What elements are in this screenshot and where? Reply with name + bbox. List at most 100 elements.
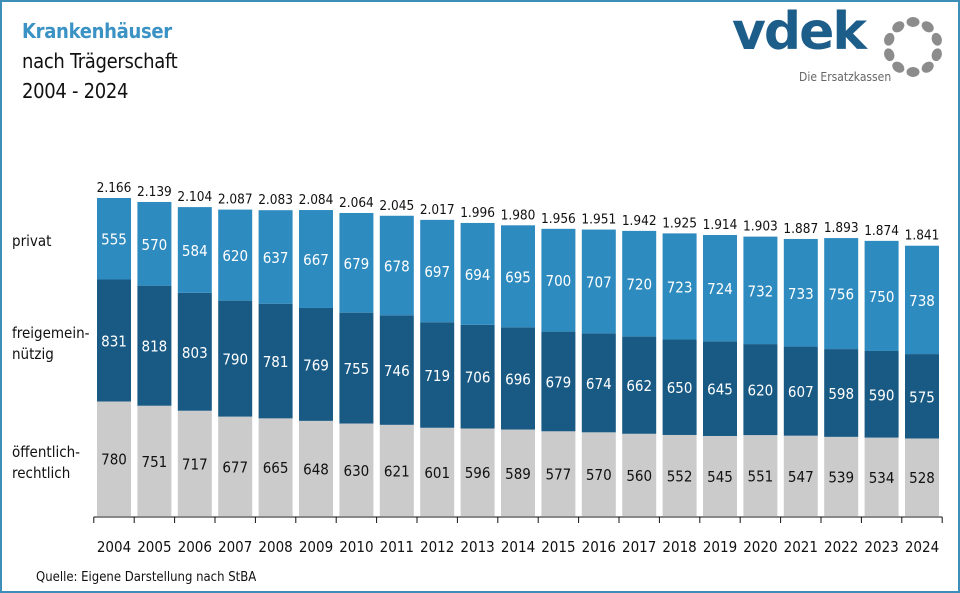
bar-segment-ffentlichrechtlich xyxy=(581,432,616,516)
bar-value-label: 552 xyxy=(667,467,693,485)
bar-total-label: 2.084 xyxy=(299,192,334,208)
bar-segment-ffentlichrechtlich xyxy=(864,437,899,516)
bar-value-label: 545 xyxy=(707,468,733,486)
bar-value-label: 724 xyxy=(707,280,733,298)
bar-segment-ffentlichrechtlich xyxy=(420,427,455,516)
bar-segment-ffentlichrechtlich xyxy=(299,420,333,516)
legend-label-oeffentlich-rechtlich: öffentlich- rechtlich xyxy=(12,443,81,482)
bar-value-label: 694 xyxy=(465,266,491,284)
bar-value-label: 738 xyxy=(909,292,935,310)
bar-value-label: 637 xyxy=(263,249,289,267)
vdek-logo: vdek Die Ersatzkassen xyxy=(732,2,952,90)
logo-ring-segment xyxy=(921,61,934,73)
bar-segment-privat xyxy=(299,210,333,308)
logo-ring-segment xyxy=(921,21,934,33)
bar-value-label: 650 xyxy=(667,379,693,397)
bar-total-label: 2.166 xyxy=(97,180,132,196)
logo-ring-segment xyxy=(892,21,905,33)
bar-value-label: 717 xyxy=(182,455,208,473)
x-tick-label: 2006 xyxy=(178,538,212,556)
bar-segment-freigemeinntzig xyxy=(501,327,535,430)
x-tick-label: 2008 xyxy=(258,538,292,556)
x-tick-label: 2010 xyxy=(339,538,373,556)
logo-ring-segment xyxy=(884,32,895,46)
bar-value-label: 831 xyxy=(101,332,127,350)
x-tick-label: 2015 xyxy=(541,538,575,556)
bar-total-label: 1.841 xyxy=(905,228,940,244)
bar-value-label: 696 xyxy=(505,370,531,388)
bar-segment-privat xyxy=(541,228,576,332)
bar-value-label: 620 xyxy=(748,382,774,400)
bar-segment-ffentlichrechtlich xyxy=(703,435,737,516)
bar-value-label: 648 xyxy=(303,460,329,478)
bar-value-label: 677 xyxy=(222,458,248,476)
bar-segment-privat xyxy=(662,233,697,340)
bar-value-label: 706 xyxy=(465,369,491,387)
x-tick-label: 2012 xyxy=(420,538,454,556)
bar-value-label: 584 xyxy=(182,242,208,260)
bar-value-label: 547 xyxy=(788,468,814,486)
x-tick-label: 2009 xyxy=(299,538,333,556)
bar-total-label: 2.104 xyxy=(177,189,212,205)
bar-segment-ffentlichrechtlich xyxy=(662,434,697,516)
bar-value-label: 719 xyxy=(424,367,450,385)
bar-segment-freigemeinntzig xyxy=(420,322,455,428)
bar-segment-ffentlichrechtlich xyxy=(541,431,576,516)
logo-ring-segment xyxy=(931,48,942,62)
bar-segment-privat xyxy=(420,219,455,323)
x-tick-label: 2023 xyxy=(864,538,898,556)
x-tick-label: 2007 xyxy=(218,538,252,556)
bar-value-label: 695 xyxy=(505,268,531,286)
bar-segment-privat xyxy=(258,210,293,304)
bar-value-label: 732 xyxy=(748,282,774,300)
bar-total-label: 1.925 xyxy=(662,215,697,231)
bar-segment-privat xyxy=(460,222,495,325)
bar-segment-freigemeinntzig xyxy=(177,292,212,411)
bar-segment-ffentlichrechtlich xyxy=(460,428,495,516)
bar-segment-freigemeinntzig xyxy=(622,336,657,434)
logo-ring-segment xyxy=(884,48,895,62)
legend-label-privat: privat xyxy=(12,232,52,250)
bar-segment-ffentlichrechtlich xyxy=(218,416,253,516)
bar-value-label: 707 xyxy=(586,273,612,291)
logo-ring-segment xyxy=(906,17,920,27)
bar-segment-ffentlichrechtlich xyxy=(379,424,414,516)
bar-segment-freigemeinntzig xyxy=(905,354,939,439)
bar-value-label: 733 xyxy=(788,285,814,303)
bar-total-label: 1.980 xyxy=(501,207,536,223)
bar-segment-privat xyxy=(137,201,172,286)
bar-value-label: 751 xyxy=(142,453,168,471)
bar-value-label: 769 xyxy=(303,356,329,374)
bar-segment-ffentlichrechtlich xyxy=(622,433,657,516)
source-note: Quelle: Eigene Darstellung nach StBA xyxy=(36,570,257,585)
bar-value-label: 679 xyxy=(546,373,572,391)
bar-value-label: 570 xyxy=(142,236,168,254)
bar-segment-privat xyxy=(97,198,131,280)
bar-total-label: 2.083 xyxy=(258,192,293,208)
bar-value-label: 723 xyxy=(667,278,693,296)
x-tick-label: 2021 xyxy=(784,538,818,556)
bar-value-label: 750 xyxy=(869,288,895,306)
bar-segment-ffentlichrechtlich xyxy=(501,429,535,516)
bar-value-label: 665 xyxy=(263,459,289,477)
bar-total-label: 1.903 xyxy=(743,219,778,235)
bar-segment-freigemeinntzig xyxy=(258,303,293,419)
bar-value-label: 601 xyxy=(424,464,450,482)
bar-total-label: 1.887 xyxy=(783,221,818,237)
bar-segment-ffentlichrechtlich xyxy=(905,438,939,516)
chart-subtitle: nach Trägerschaft xyxy=(22,49,178,73)
x-tick-label: 2004 xyxy=(97,538,131,556)
bar-segment-ffentlichrechtlich xyxy=(339,423,374,516)
bar-segment-privat xyxy=(622,230,657,337)
logo-tagline: Die Ersatzkassen xyxy=(799,70,892,84)
bar-segment-privat xyxy=(783,238,818,347)
bar-value-label: 570 xyxy=(586,466,612,484)
bar-segment-ffentlichrechtlich xyxy=(783,435,818,516)
bar-segment-ffentlichrechtlich xyxy=(137,405,172,516)
x-tick-label: 2011 xyxy=(380,538,414,556)
bar-value-label: 607 xyxy=(788,383,814,401)
bar-segment-freigemeinntzig xyxy=(783,346,818,436)
bar-value-label: 598 xyxy=(828,385,854,403)
x-tick-label: 2016 xyxy=(582,538,616,556)
